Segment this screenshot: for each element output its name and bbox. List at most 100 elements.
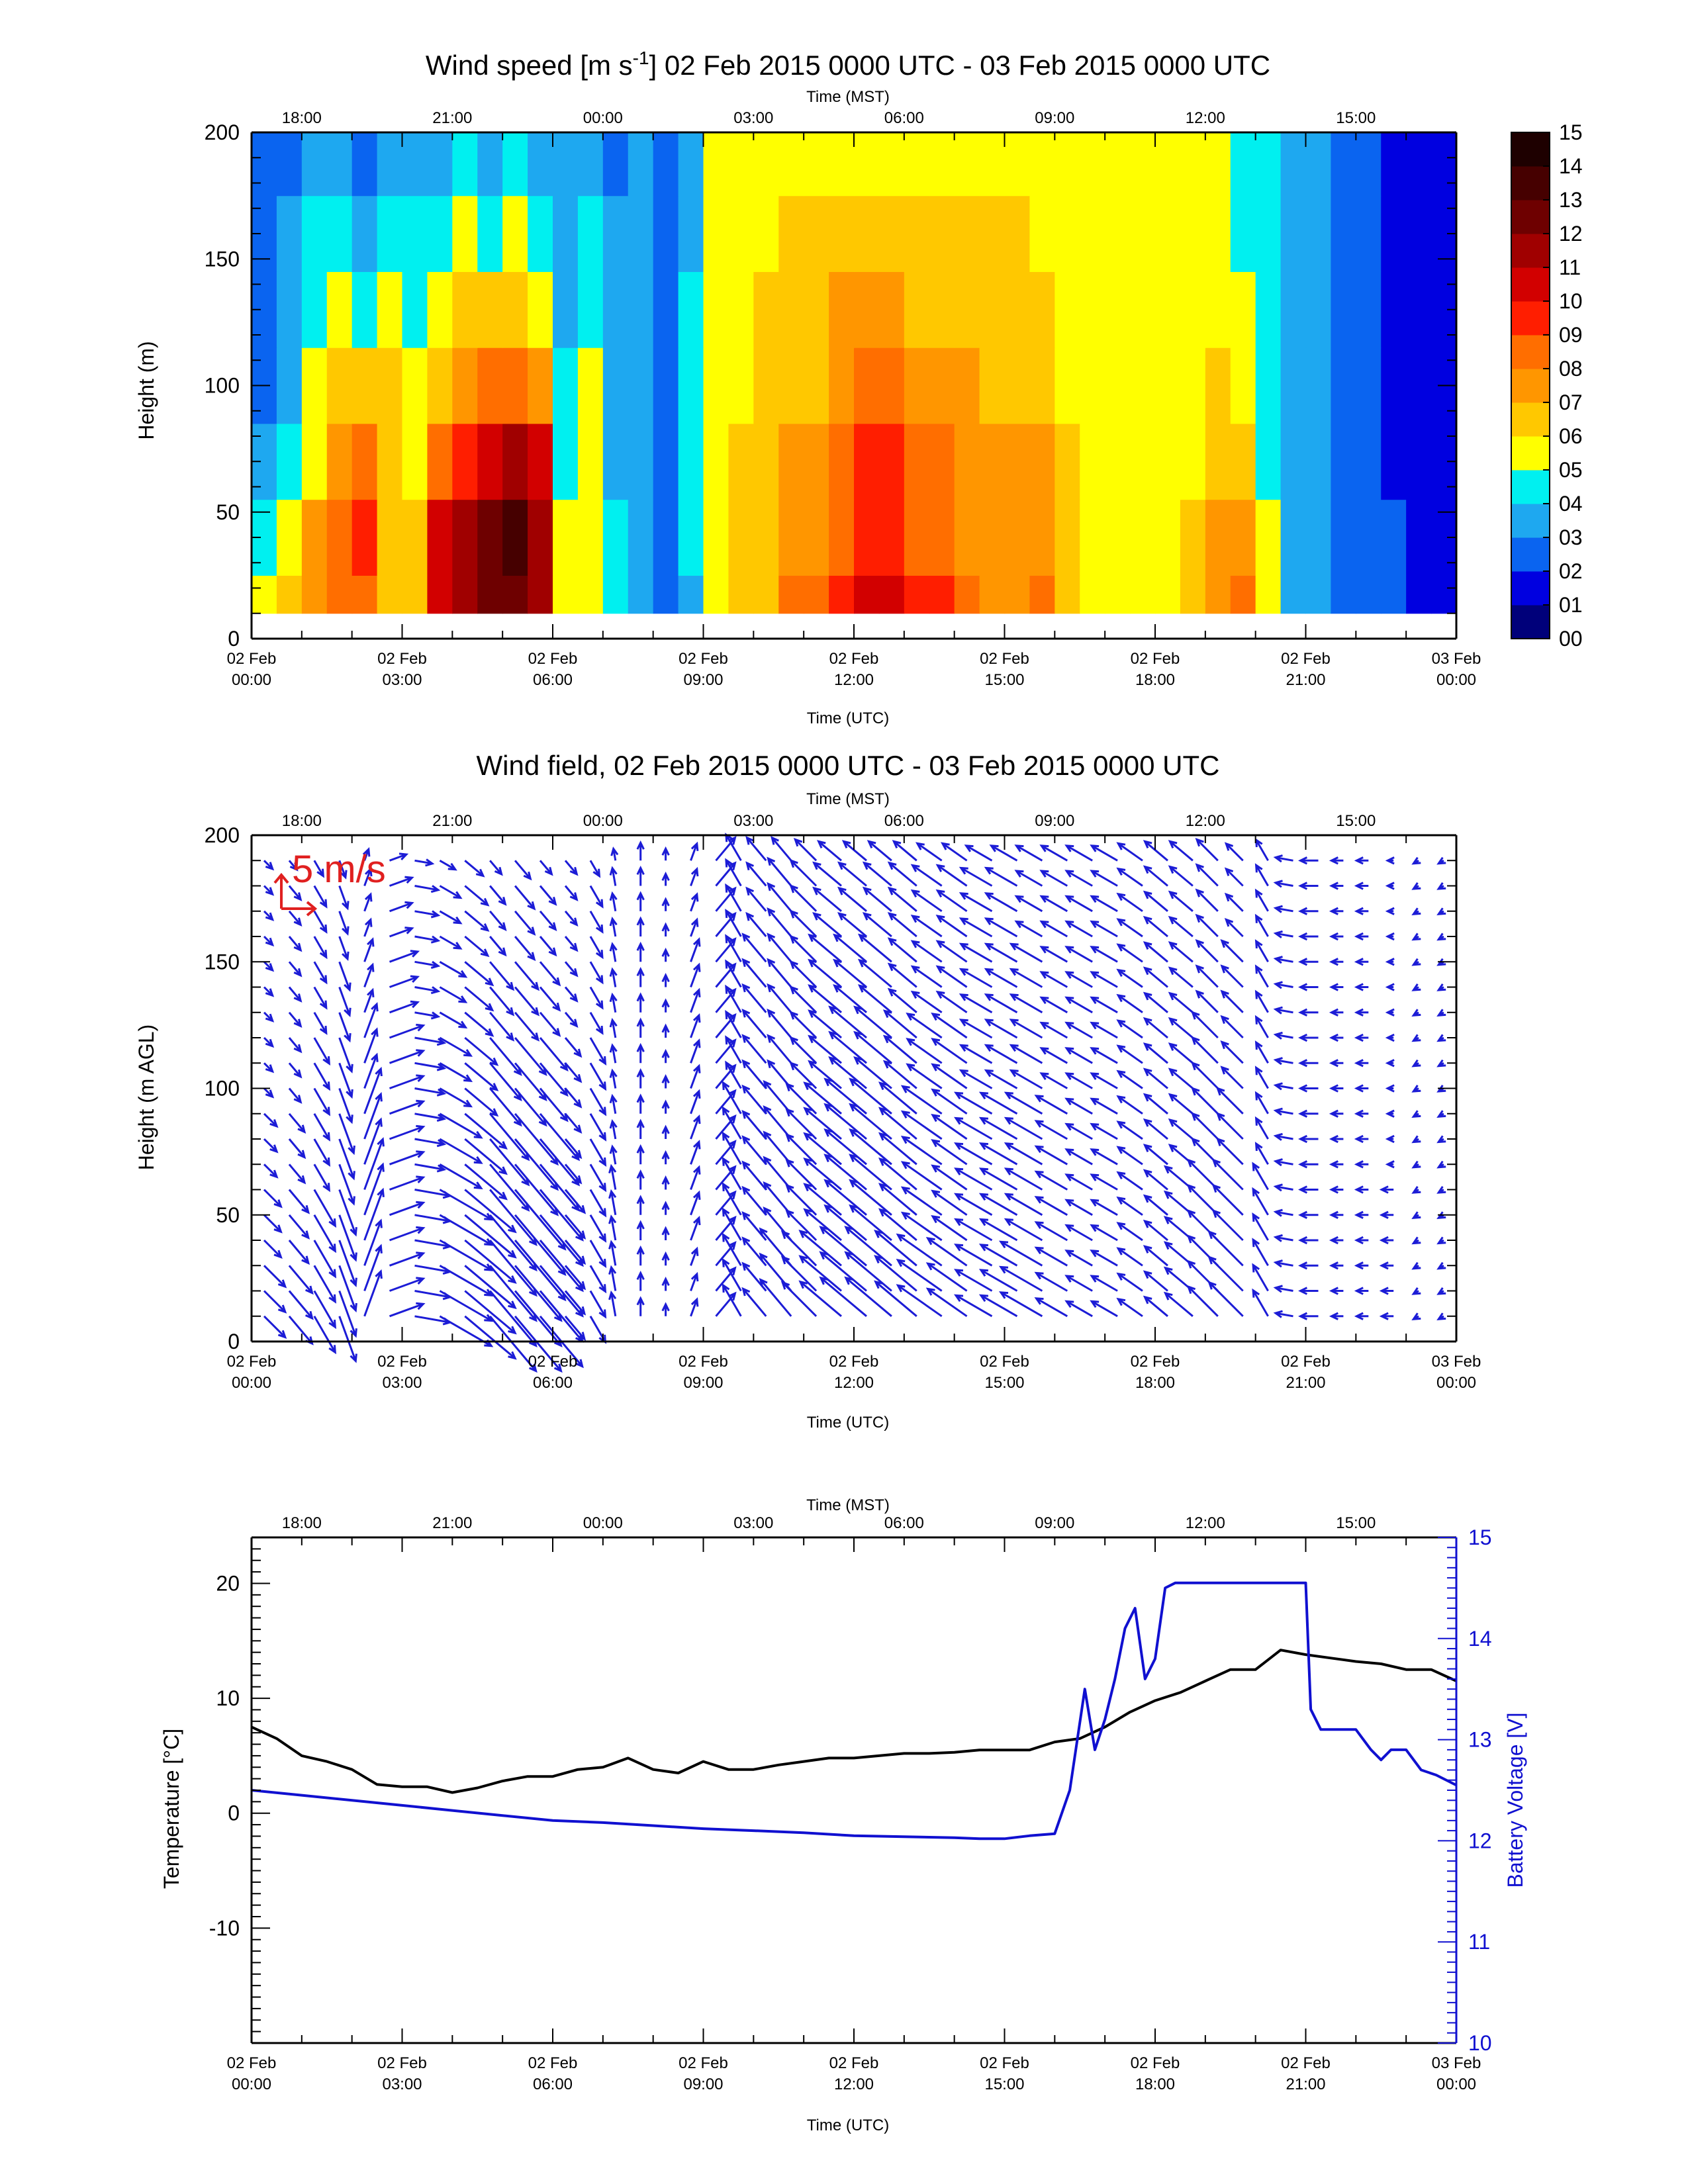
wind-vector (1298, 1261, 1319, 1270)
wind-speed-cell (929, 195, 955, 272)
wind-vector (857, 958, 892, 988)
wind-vector (1273, 880, 1293, 888)
wind-vector (1064, 1097, 1093, 1115)
wind-vector (935, 915, 968, 938)
temperature-plot-area (251, 1581, 1457, 1841)
x-tick-label-date: 02 Feb (377, 650, 427, 668)
wind-vector (489, 1163, 530, 1212)
wind-vector (954, 1218, 993, 1242)
wind-speed-cell (528, 423, 553, 500)
wind-vector (1379, 1210, 1394, 1219)
wind-speed-cell (829, 271, 855, 348)
wind-vector (763, 1105, 792, 1140)
y2-tick-label: 15 (1468, 1525, 1492, 1549)
wind-vector (1064, 1224, 1093, 1242)
x-tick-label-time: 09:00 (683, 671, 723, 689)
wind-speed-cell (1130, 575, 1156, 614)
wind-speed-cell (1280, 195, 1307, 272)
wind-vector (288, 961, 303, 978)
wind-speed-cell (653, 499, 679, 576)
wind-vector (609, 1018, 618, 1038)
wind-vector (439, 860, 457, 871)
wind-vector (725, 858, 742, 887)
wind-speed-cell (678, 271, 704, 348)
wind-speed-cell (678, 423, 704, 500)
wind-vector (690, 1114, 701, 1140)
colorbar-swatch (1511, 301, 1550, 336)
wind-speed-cell (954, 423, 980, 500)
x-tick-label-time: 09:00 (683, 1374, 723, 1392)
wind-vector (849, 1077, 892, 1115)
wind-vector (715, 836, 737, 862)
wind-vector (1354, 856, 1369, 865)
wind-vector (1195, 888, 1219, 912)
wind-vector (793, 837, 818, 862)
colorbar-frame (1511, 132, 1550, 639)
wind-vector (1220, 1066, 1244, 1089)
wind-vector (263, 1214, 283, 1234)
wind-vector (363, 962, 375, 988)
wind-vector (1168, 991, 1194, 1013)
wind-vector (989, 844, 1018, 862)
wind-speed-cell (452, 347, 478, 424)
wind-speed-cell (553, 132, 579, 197)
wind-vector (1411, 907, 1421, 916)
wind-vector (1436, 1186, 1446, 1194)
wind-vector (1064, 1199, 1093, 1216)
wind-field-panel: Wind field, 02 Feb 2015 0000 UTC - 03 Fe… (134, 750, 1481, 1432)
colorbar-swatch (1511, 369, 1550, 403)
wind-vector (1191, 1112, 1219, 1140)
x2-tick-label: 12:00 (1186, 109, 1225, 127)
wind-vector (389, 852, 409, 862)
wind-speed-cell (1105, 423, 1131, 500)
wind-vector (514, 1163, 559, 1216)
wind-vector (715, 1140, 737, 1165)
wind-vector (1436, 933, 1446, 941)
colorbar-tick-label: 05 (1559, 458, 1583, 482)
wind-speed-cell (301, 132, 328, 197)
wind-speed-cell (553, 195, 579, 272)
wind-vector (690, 1246, 699, 1266)
wind-vector (833, 958, 867, 988)
wind-speed-cell (1180, 195, 1206, 272)
wind-speed-cell (301, 575, 328, 614)
wind-vector (338, 885, 350, 911)
wind-vector (464, 910, 490, 932)
wind-vector (1143, 941, 1168, 963)
wind-vector (1090, 1275, 1118, 1292)
wind-vector (564, 936, 579, 952)
x-tick-label-time: 00:00 (1436, 2075, 1476, 2093)
wind-vector (609, 1068, 618, 1089)
wind-vector (589, 1265, 607, 1294)
wind-speed-cell (878, 132, 905, 197)
temperature-y-axis-label: Temperature [°C] (160, 1729, 183, 1889)
x-tick-label-time: 18:00 (1135, 2075, 1175, 2093)
wind-vector (1195, 938, 1219, 963)
wind-vector (1329, 1185, 1344, 1194)
wind-vector (1090, 1173, 1118, 1191)
wind-vector (1298, 1059, 1319, 1068)
wind-vector (389, 1099, 426, 1115)
wind-vector (1354, 983, 1369, 991)
wind-speed-cell (753, 347, 779, 424)
wind-vector (798, 1255, 842, 1292)
wind-speed-cell (1180, 575, 1206, 614)
wind-vector (1298, 958, 1319, 966)
wind-vector (1116, 968, 1143, 988)
wind-vector (489, 1113, 530, 1161)
wind-vector (414, 960, 441, 969)
wind-vector (935, 889, 968, 913)
wind-vector (1273, 1006, 1293, 1015)
wind-vector (931, 1139, 968, 1165)
wind-vector (915, 842, 943, 862)
wind-vector (661, 897, 670, 911)
x-tick-label-date: 02 Feb (980, 2054, 1029, 2072)
wind-vector (1014, 870, 1043, 887)
wind-vector (1004, 1193, 1043, 1216)
temperature-x-axis-label: Time (UTC) (807, 2116, 889, 2134)
wind-speed-cell (653, 132, 679, 197)
y-tick-label: 50 (216, 500, 240, 524)
wind-speed-cell (954, 195, 980, 272)
wind-vector (263, 1138, 279, 1154)
wind-vector (1411, 1312, 1421, 1321)
